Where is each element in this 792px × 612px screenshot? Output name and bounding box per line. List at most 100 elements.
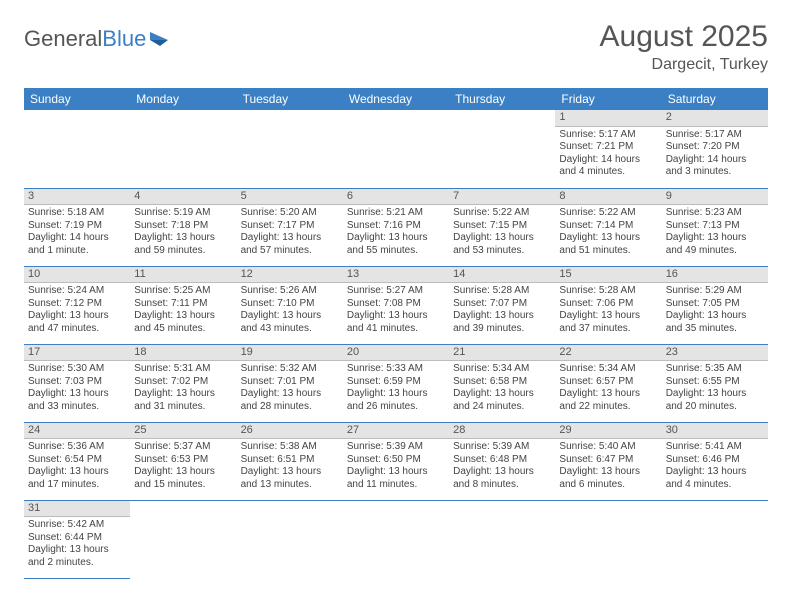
daylight-text: Daylight: 13 hours and 11 minutes. (347, 466, 445, 491)
dayname-header: Wednesday (343, 88, 449, 110)
sunrise-text: Sunrise: 5:41 AM (666, 441, 764, 454)
sunset-text: Sunset: 7:21 PM (559, 141, 657, 154)
sunset-text: Sunset: 7:07 PM (453, 298, 551, 311)
calendar-day-cell: 19Sunrise: 5:32 AMSunset: 7:01 PMDayligh… (237, 344, 343, 422)
calendar-day-cell: 1 Sunrise: 5:17 AMSunset: 7:21 PMDaylight… (555, 110, 661, 188)
calendar-day-cell: 28Sunrise: 5:39 AMSunset: 6:48 PMDayligh… (449, 422, 555, 500)
sunrise-text: Sunrise: 5:34 AM (453, 363, 551, 376)
dayname-header: Friday (555, 88, 661, 110)
daylight-text: Daylight: 13 hours and 53 minutes. (453, 232, 551, 257)
day-content: Sunrise: 5:28 AMSunset: 7:07 PMDaylight:… (449, 283, 555, 339)
day-number: 14 (449, 267, 555, 284)
sunset-text: Sunset: 6:57 PM (559, 376, 657, 389)
day-content: Sunrise: 5:32 AMSunset: 7:01 PMDaylight:… (237, 361, 343, 417)
day-number: 2 (662, 110, 768, 127)
day-number: 1 (555, 110, 661, 127)
sunrise-text: Sunrise: 5:25 AM (134, 285, 232, 298)
logo-text-blue: Blue (102, 26, 146, 52)
day-number: 3 (24, 189, 130, 206)
dayname-header: Tuesday (237, 88, 343, 110)
calendar-day-cell: 25Sunrise: 5:37 AMSunset: 6:53 PMDayligh… (130, 422, 236, 500)
day-number: 15 (555, 267, 661, 284)
day-number: 8 (555, 189, 661, 206)
day-content: Sunrise: 5:22 AMSunset: 7:14 PMDaylight:… (555, 205, 661, 261)
dayname-header: Thursday (449, 88, 555, 110)
calendar-day-cell: 6Sunrise: 5:21 AMSunset: 7:16 PMDaylight… (343, 188, 449, 266)
day-number: 28 (449, 423, 555, 440)
daylight-text: Daylight: 13 hours and 51 minutes. (559, 232, 657, 257)
calendar-day-cell: 17Sunrise: 5:30 AMSunset: 7:03 PMDayligh… (24, 344, 130, 422)
sunrise-text: Sunrise: 5:38 AM (241, 441, 339, 454)
day-content: Sunrise: 5:33 AMSunset: 6:59 PMDaylight:… (343, 361, 449, 417)
day-content: Sunrise: 5:23 AMSunset: 7:13 PMDaylight:… (662, 205, 768, 261)
calendar-day-cell: 13Sunrise: 5:27 AMSunset: 7:08 PMDayligh… (343, 266, 449, 344)
day-number: 4 (130, 189, 236, 206)
calendar-empty-cell (24, 110, 130, 188)
sunset-text: Sunset: 7:19 PM (28, 220, 126, 233)
sunrise-text: Sunrise: 5:32 AM (241, 363, 339, 376)
sunset-text: Sunset: 7:14 PM (559, 220, 657, 233)
calendar-empty-cell (130, 110, 236, 188)
calendar-empty-cell (449, 500, 555, 578)
day-number: 20 (343, 345, 449, 362)
sunset-text: Sunset: 7:13 PM (666, 220, 764, 233)
calendar-day-cell: 29Sunrise: 5:40 AMSunset: 6:47 PMDayligh… (555, 422, 661, 500)
daylight-text: Daylight: 14 hours and 4 minutes. (559, 154, 657, 179)
day-content: Sunrise: 5:39 AMSunset: 6:48 PMDaylight:… (449, 439, 555, 495)
sunset-text: Sunset: 6:44 PM (28, 532, 126, 545)
day-content: Sunrise: 5:34 AMSunset: 6:58 PMDaylight:… (449, 361, 555, 417)
calendar-empty-cell (555, 500, 661, 578)
sunset-text: Sunset: 7:20 PM (666, 141, 764, 154)
day-number: 16 (662, 267, 768, 284)
calendar-day-cell: 9Sunrise: 5:23 AMSunset: 7:13 PMDaylight… (662, 188, 768, 266)
sunrise-text: Sunrise: 5:42 AM (28, 519, 126, 532)
sunset-text: Sunset: 7:11 PM (134, 298, 232, 311)
day-content: Sunrise: 5:28 AMSunset: 7:06 PMDaylight:… (555, 283, 661, 339)
daylight-text: Daylight: 13 hours and 6 minutes. (559, 466, 657, 491)
calendar-day-cell: 7Sunrise: 5:22 AMSunset: 7:15 PMDaylight… (449, 188, 555, 266)
daylight-text: Daylight: 13 hours and 13 minutes. (241, 466, 339, 491)
day-number: 11 (130, 267, 236, 284)
sunrise-text: Sunrise: 5:40 AM (559, 441, 657, 454)
daylight-text: Daylight: 13 hours and 26 minutes. (347, 388, 445, 413)
sunrise-text: Sunrise: 5:28 AM (453, 285, 551, 298)
day-content: Sunrise: 5:39 AMSunset: 6:50 PMDaylight:… (343, 439, 449, 495)
sunrise-text: Sunrise: 5:26 AM (241, 285, 339, 298)
daylight-text: Daylight: 13 hours and 31 minutes. (134, 388, 232, 413)
calendar-empty-cell (237, 500, 343, 578)
daylight-text: Daylight: 13 hours and 4 minutes. (666, 466, 764, 491)
sunset-text: Sunset: 7:10 PM (241, 298, 339, 311)
daylight-text: Daylight: 13 hours and 37 minutes. (559, 310, 657, 335)
day-content: Sunrise: 5:24 AMSunset: 7:12 PMDaylight:… (24, 283, 130, 339)
day-content: Sunrise: 5:22 AMSunset: 7:15 PMDaylight:… (449, 205, 555, 261)
sunrise-text: Sunrise: 5:17 AM (666, 129, 764, 142)
sunset-text: Sunset: 6:50 PM (347, 454, 445, 467)
day-number: 24 (24, 423, 130, 440)
day-number: 19 (237, 345, 343, 362)
calendar-empty-cell (343, 110, 449, 188)
daylight-text: Daylight: 13 hours and 45 minutes. (134, 310, 232, 335)
calendar-empty-cell (449, 110, 555, 188)
calendar-week-row: 10Sunrise: 5:24 AMSunset: 7:12 PMDayligh… (24, 266, 768, 344)
sunrise-text: Sunrise: 5:34 AM (559, 363, 657, 376)
sunrise-text: Sunrise: 5:17 AM (559, 129, 657, 142)
day-content: Sunrise: 5:37 AMSunset: 6:53 PMDaylight:… (130, 439, 236, 495)
sunrise-text: Sunrise: 5:22 AM (453, 207, 551, 220)
title-block: August 2025 Dargecit, Turkey (600, 20, 768, 74)
sunset-text: Sunset: 7:02 PM (134, 376, 232, 389)
day-content: Sunrise: 5:42 AMSunset: 6:44 PMDaylight:… (24, 517, 130, 573)
sunrise-text: Sunrise: 5:20 AM (241, 207, 339, 220)
daylight-text: Daylight: 13 hours and 15 minutes. (134, 466, 232, 491)
day-number: 18 (130, 345, 236, 362)
day-number: 5 (237, 189, 343, 206)
daylight-text: Daylight: 13 hours and 41 minutes. (347, 310, 445, 335)
sunset-text: Sunset: 7:01 PM (241, 376, 339, 389)
dayname-header: Saturday (662, 88, 768, 110)
day-number: 17 (24, 345, 130, 362)
calendar-empty-cell (662, 500, 768, 578)
calendar-day-cell: 21Sunrise: 5:34 AMSunset: 6:58 PMDayligh… (449, 344, 555, 422)
logo-text-general: General (24, 26, 102, 52)
calendar-day-cell: 16Sunrise: 5:29 AMSunset: 7:05 PMDayligh… (662, 266, 768, 344)
daylight-text: Daylight: 13 hours and 55 minutes. (347, 232, 445, 257)
day-number: 27 (343, 423, 449, 440)
